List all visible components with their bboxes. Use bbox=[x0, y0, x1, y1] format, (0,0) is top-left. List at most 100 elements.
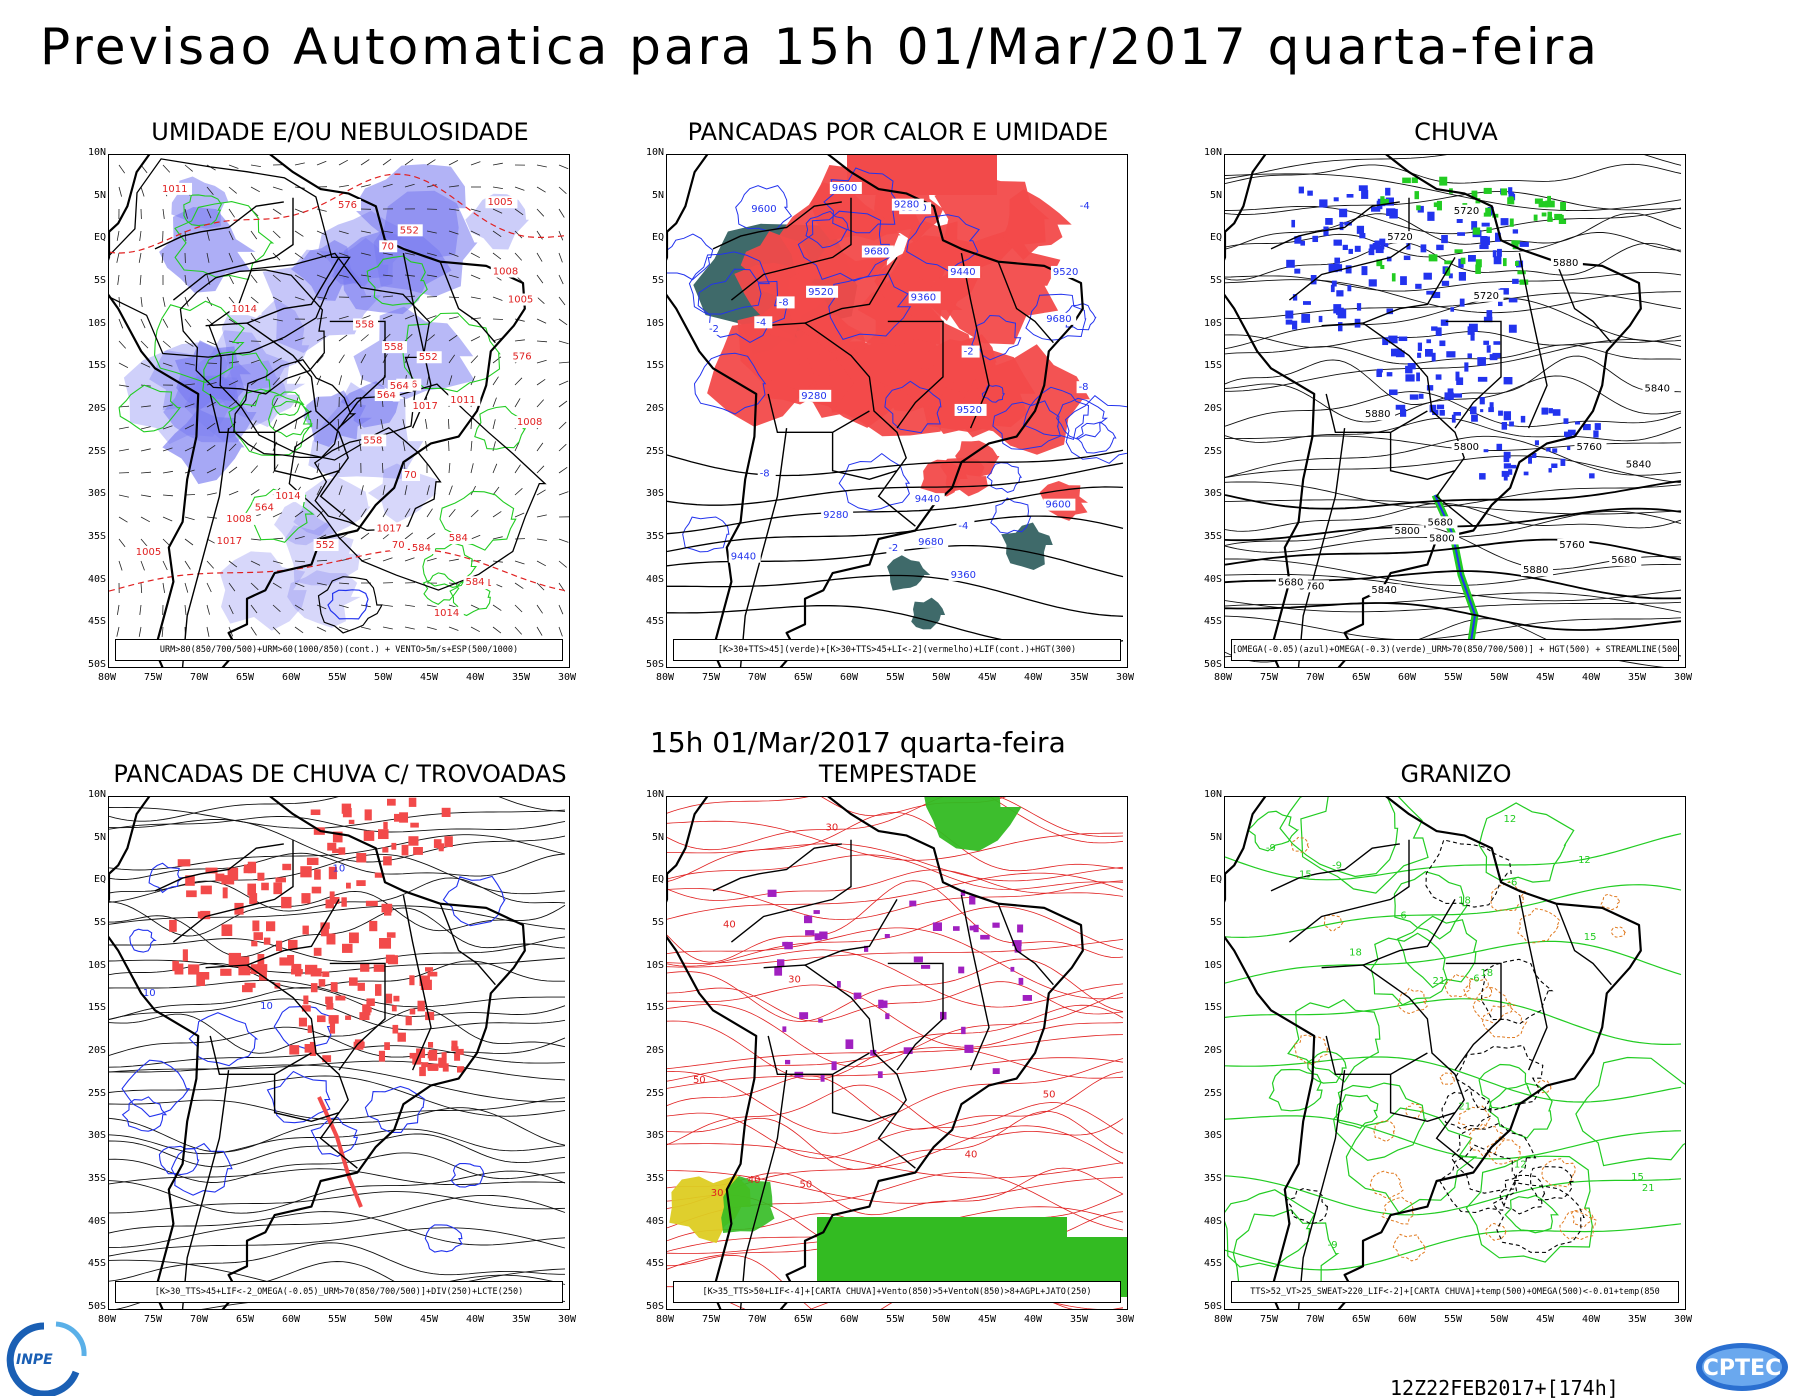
cptec-logo: CPTEC bbox=[1696, 1343, 1788, 1391]
inpe-logo: INPE bbox=[6, 1321, 87, 1396]
longitude-label: 50W bbox=[1490, 672, 1509, 683]
contour-label: 30 bbox=[826, 822, 839, 833]
contour-label: 584 bbox=[465, 577, 484, 588]
map-area: -2 -2 -2 -4 -4 -4 -8 -8 -8 9680 9680 9680 9600 9600 96… bbox=[666, 154, 1128, 668]
latitude-label: 20S bbox=[1203, 1045, 1222, 1056]
contour-label: 9520 bbox=[957, 405, 982, 416]
latitude-label: 35S bbox=[645, 531, 664, 542]
longitude-label: 50W bbox=[1490, 1314, 1509, 1325]
longitude-label: 55W bbox=[328, 672, 347, 683]
contour-label: 21 bbox=[1432, 976, 1445, 987]
longitude-label: 50W bbox=[932, 1314, 951, 1325]
contour-label: 5720 bbox=[1387, 232, 1412, 243]
latitude-label: 40S bbox=[645, 1215, 664, 1227]
contour-label: 552 bbox=[419, 352, 438, 363]
panel-chuva: CHUVA 5840 5840 5840 5800 5800 5800 5760 5760 57… bbox=[1176, 118, 1736, 698]
latitude-label: 5N bbox=[1209, 189, 1222, 201]
latitude-label: 15S bbox=[87, 360, 106, 372]
contour-label: 15 bbox=[1584, 932, 1597, 943]
longitude-label: 60W bbox=[840, 1314, 859, 1325]
map-canvas: 50 50 50 40 40 40 30 30 30 bbox=[667, 797, 1127, 1309]
contour-label: 5760 bbox=[1299, 581, 1324, 592]
latitude-label: 5N bbox=[1209, 831, 1222, 843]
longitude-label: 45W bbox=[978, 672, 997, 683]
latitude-label: 45S bbox=[645, 616, 664, 628]
contour-label: 1011 bbox=[162, 184, 187, 195]
contour-label: 9680 bbox=[864, 247, 889, 258]
contour-label: 10 bbox=[260, 1001, 273, 1012]
contour-label: 1005 bbox=[487, 197, 512, 208]
contour-label: 40 bbox=[723, 920, 736, 931]
latitude-label: 35S bbox=[87, 1173, 106, 1184]
panel-title: PANCADAS POR CALOR E UMIDADE bbox=[687, 118, 1109, 146]
longitude-label: 30W bbox=[1674, 1314, 1693, 1325]
latitude-label: 5S bbox=[651, 917, 664, 928]
contour-label: 1014 bbox=[275, 491, 300, 502]
map-canvas: -2 -2 -2 -4 -4 -4 -8 -8 -8 9680 9680 9680 9600 9600 96… bbox=[667, 155, 1127, 667]
contour-label: 558 bbox=[363, 435, 382, 446]
longitude-label: 30W bbox=[1116, 672, 1135, 683]
contour-label: -9 bbox=[1266, 843, 1276, 854]
panel-title: GRANIZO bbox=[1400, 760, 1512, 788]
longitude-label: 75W bbox=[1260, 672, 1279, 683]
contour-label: 1005 bbox=[508, 295, 533, 306]
longitude-label: 45W bbox=[978, 1314, 997, 1325]
contour-label: 5720 bbox=[1473, 291, 1498, 302]
contour-label: 1014 bbox=[434, 608, 459, 619]
longitude-label: 40W bbox=[1024, 1314, 1043, 1325]
latitude-label: 15S bbox=[645, 360, 664, 372]
contour-label: 12 bbox=[1504, 814, 1517, 825]
contour-label: 1005 bbox=[136, 547, 161, 558]
latitude-label: 25S bbox=[1203, 445, 1222, 457]
latitude-label: 25S bbox=[87, 1087, 106, 1099]
longitude-label: 40W bbox=[1024, 672, 1043, 683]
map-canvas: 18 18 18 15 15 15 12 12 12 21 21 21 -9 -9 -9 -6 -6 -6 bbox=[1225, 797, 1685, 1309]
contour-label: -4 bbox=[1080, 201, 1090, 212]
panel-pancadas-trovoadas: PANCADAS DE CHUVA C/ TROVOADAS 10 10 10 [K>… bbox=[60, 760, 620, 1340]
latitude-label: 25S bbox=[1203, 1087, 1222, 1099]
longitude-label: 65W bbox=[236, 1314, 255, 1325]
contour-label: 552 bbox=[316, 540, 335, 551]
inpe-logo-text: INPE bbox=[16, 1352, 53, 1368]
panel-pancadas-calor: PANCADAS POR CALOR E UMIDADE -2 -2 -2 -4 -4-… bbox=[618, 118, 1178, 698]
contour-label: -2 bbox=[888, 543, 898, 554]
contour-label: 18 bbox=[1458, 896, 1471, 907]
map-area: 5840 5840 5840 5800 5800 5800 5760 5760 5760 5720… bbox=[1224, 154, 1686, 668]
longitude-label: 80W bbox=[656, 1314, 675, 1325]
contour-label: 552 bbox=[400, 225, 419, 236]
latitude-label: 50S bbox=[87, 659, 106, 670]
contour-label: 5840 bbox=[1626, 459, 1651, 470]
latitude-label: 10N bbox=[645, 147, 664, 158]
contour-label: 5880 bbox=[1523, 565, 1548, 576]
contour-label: 70 bbox=[404, 470, 417, 481]
latitude-label: 40S bbox=[87, 573, 106, 585]
contour-label: 30 bbox=[711, 1188, 724, 1199]
contour-label: 5760 bbox=[1559, 540, 1584, 551]
latitude-label: 50S bbox=[87, 1301, 106, 1312]
latitude-label: 15S bbox=[1203, 360, 1222, 372]
longitude-label: 75W bbox=[702, 1314, 721, 1325]
longitude-label: 65W bbox=[794, 672, 813, 683]
panel-title: CHUVA bbox=[1414, 118, 1498, 146]
longitude-label: 80W bbox=[1214, 1314, 1233, 1325]
contour-label: 1017 bbox=[217, 536, 242, 547]
contour-label: 40 bbox=[965, 1149, 978, 1160]
latitude-label: 5S bbox=[1209, 275, 1222, 286]
latitude-label: 10S bbox=[645, 959, 664, 971]
longitude-label: 30W bbox=[1116, 1314, 1135, 1325]
contour-label: 30 bbox=[788, 974, 801, 985]
contour-label: 15 bbox=[1299, 869, 1312, 880]
latitude-label: 10S bbox=[1203, 317, 1222, 329]
contour-label: 40 bbox=[748, 1175, 761, 1186]
contour-label: 9520 bbox=[1053, 267, 1078, 278]
latitude-label: 10N bbox=[1203, 147, 1222, 158]
contour-label: 5840 bbox=[1371, 585, 1396, 596]
longitude-label: 75W bbox=[144, 672, 163, 683]
contour-label: 18 bbox=[1349, 947, 1362, 958]
latitude-label: 5S bbox=[1209, 917, 1222, 928]
contour-label: -6 bbox=[1470, 973, 1480, 984]
longitude-label: 45W bbox=[1536, 1314, 1555, 1325]
latitude-label: 50S bbox=[1203, 659, 1222, 670]
contour-label: 584 bbox=[449, 533, 468, 544]
latitude-label: 45S bbox=[1203, 616, 1222, 628]
